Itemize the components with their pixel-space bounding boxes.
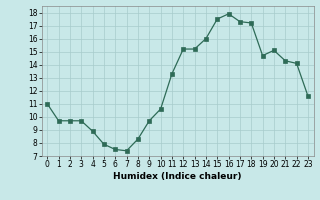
X-axis label: Humidex (Indice chaleur): Humidex (Indice chaleur) <box>113 172 242 181</box>
